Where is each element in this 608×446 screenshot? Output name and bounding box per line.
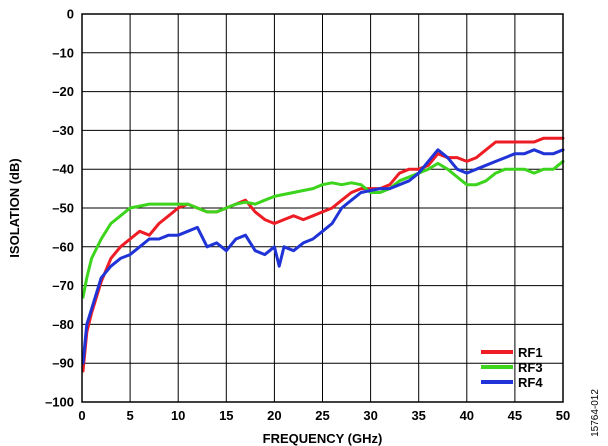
grid-lines	[81, 13, 564, 403]
y-tick-label: –90	[52, 356, 74, 371]
y-tick-label: –60	[52, 239, 74, 254]
y-tick-label: –40	[52, 162, 74, 177]
y-tick-labels: 0 –10 –20 –30 –40 –50 –60 –70 –80 –90 –100	[45, 7, 74, 410]
series-line-rf3	[81, 159, 565, 299]
x-tick-label: 10	[171, 408, 185, 423]
x-tick-label: 40	[460, 408, 474, 423]
x-tick-label: 45	[508, 408, 522, 423]
y-tick-label: –50	[52, 201, 74, 216]
legend-label-rf1: RF1	[518, 345, 543, 360]
y-tick-label: –10	[52, 45, 74, 60]
series-layer	[81, 136, 565, 373]
series-line-rf1	[81, 136, 565, 373]
y-tick-label: –30	[52, 123, 74, 138]
legend-label-rf4: RF4	[518, 375, 543, 390]
plot-area-frame	[81, 13, 564, 403]
x-tick-label: 35	[411, 408, 425, 423]
x-tick-label: 15	[219, 408, 233, 423]
x-tick-label: 5	[126, 408, 133, 423]
legend-label-rf3: RF3	[518, 360, 543, 375]
y-axis-title: ISOLATION (dB)	[7, 158, 22, 257]
x-axis-title: FREQUENCY (GHz)	[263, 431, 383, 446]
figure-id: 15764-012	[590, 389, 601, 437]
series-line-rf4	[81, 148, 565, 365]
x-tick-label: 50	[556, 408, 570, 423]
y-tick-label: 0	[67, 7, 74, 22]
x-tick-label: 20	[267, 408, 281, 423]
x-tick-label: 25	[315, 408, 329, 423]
y-tick-label: –20	[52, 84, 74, 99]
x-tick-label: 0	[78, 408, 85, 423]
x-tick-label: 30	[363, 408, 377, 423]
y-tick-label: –70	[52, 278, 74, 293]
y-tick-label: –100	[45, 395, 74, 410]
x-tick-labels: 0 5 10 15 20 25 30 35 40 45 50	[78, 408, 570, 423]
y-tick-label: –80	[52, 317, 74, 332]
